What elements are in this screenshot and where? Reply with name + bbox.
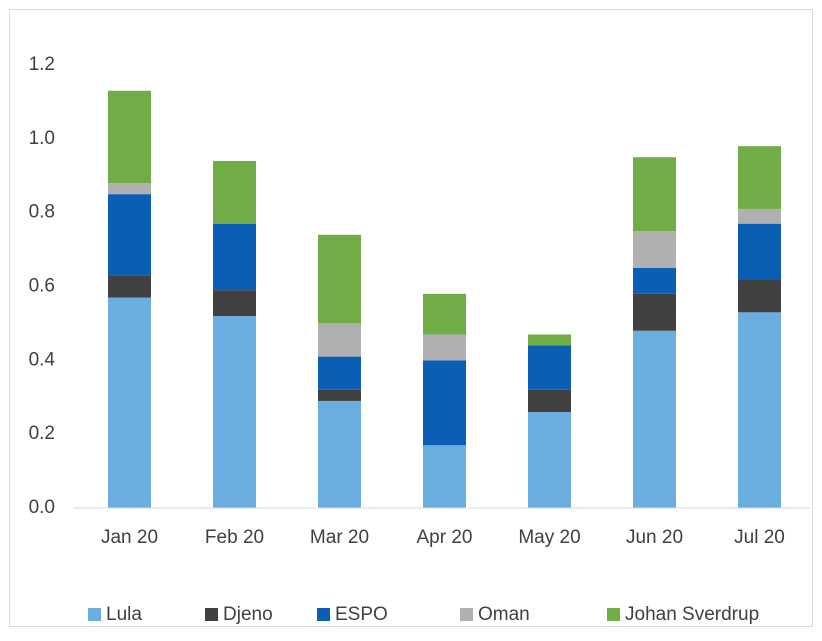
bar-segment [423,445,466,508]
bar-segment [738,146,781,209]
x-tick-label: Feb 20 [205,527,264,548]
y-tick-label: 0.8 [29,202,55,223]
bar-segment [318,323,361,357]
x-tick-label: Jul 20 [734,527,785,548]
x-tick-label: Jun 20 [626,527,683,548]
legend-swatch [607,608,620,621]
bar-segment [108,183,151,195]
y-tick-label: 0.6 [29,275,55,296]
legend-swatch [205,608,218,621]
bar-segment [528,412,571,508]
bar-segment [318,356,361,390]
legend-label: ESPO [335,604,388,625]
bar-segment [318,234,361,324]
legend-swatch [317,608,330,621]
bar-segment [423,293,466,335]
legend-label: Lula [106,604,142,625]
bar-segment [633,268,676,294]
x-tick-label: Apr 20 [417,527,473,548]
legend-swatch [88,608,101,621]
bar-segment [528,389,571,412]
bar-segment [633,330,676,508]
bar-segment [108,275,151,298]
x-tick-label: May 20 [518,527,580,548]
y-tick-label: 0.4 [29,349,56,370]
bar-segment [213,290,256,316]
bar-segment [423,360,466,446]
bar-segment [633,293,676,331]
bar-segment [213,316,256,508]
bar-segment [738,279,781,313]
bar-segment [633,231,676,268]
bar-segment [213,223,256,291]
bar-segment [528,334,571,346]
legend-label: Johan Sverdrup [625,604,759,625]
bar-segment [318,389,361,401]
bar-segment [108,90,151,184]
y-tick-label: 0.2 [29,423,55,444]
bar-segment [738,208,781,224]
bar-segment [423,334,466,361]
bar-segment [108,194,151,276]
bar-segment [528,345,571,390]
bar-segment [738,312,781,508]
y-tick-label: 1.0 [29,128,55,149]
bar-segment [108,297,151,508]
bar-segment [213,160,256,224]
legend-swatch [460,608,473,621]
legend-label: Oman [478,604,530,625]
y-tick-label: 1.2 [29,54,55,75]
bar-segment [633,157,676,232]
x-tick-label: Jan 20 [101,527,158,548]
x-tick-label: Mar 20 [310,527,369,548]
bar-segment [738,223,781,280]
legend-label: Djeno [223,604,273,625]
y-tick-label: 0.0 [29,497,55,518]
bar-segment [318,400,361,508]
